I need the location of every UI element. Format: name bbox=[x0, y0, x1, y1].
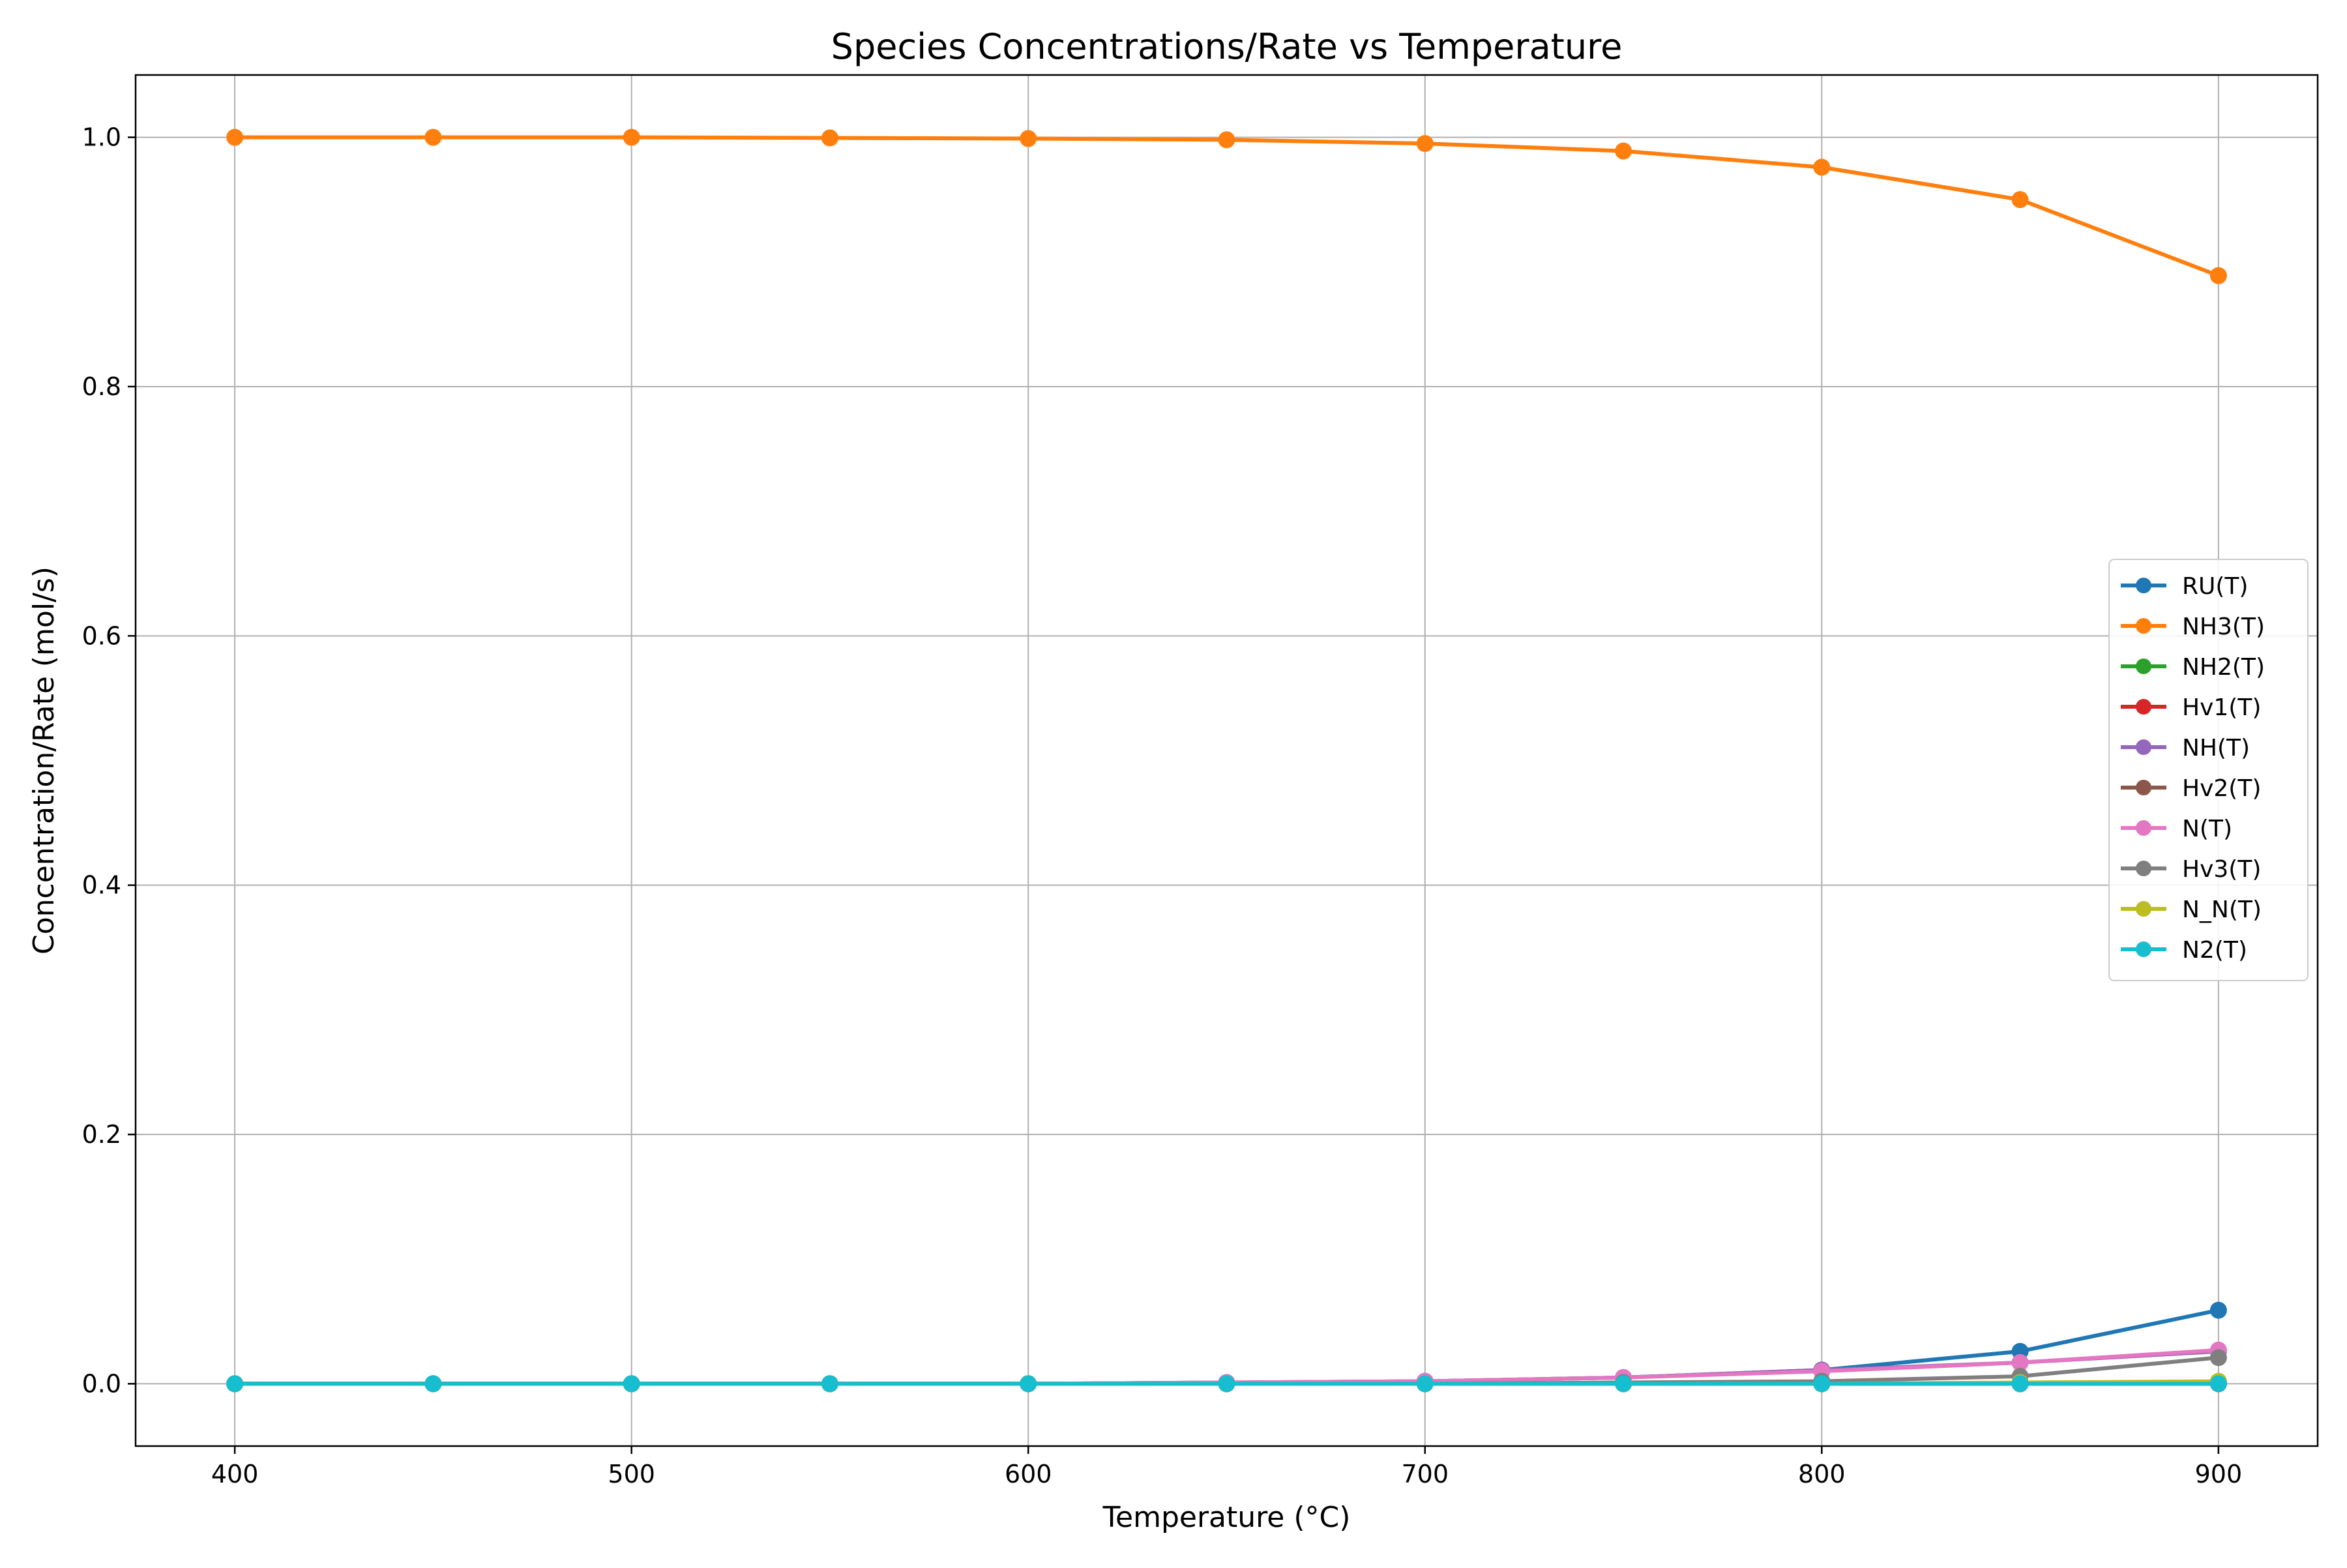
data-point-nh3-t bbox=[623, 128, 640, 146]
data-point-n2-t bbox=[623, 1375, 640, 1393]
y-tick-label: 0.6 bbox=[82, 621, 121, 650]
data-point-nh3-t bbox=[2209, 267, 2227, 284]
data-point-n2-t bbox=[1020, 1375, 1037, 1393]
legend-item-hv2-t: Hv2(T) bbox=[2121, 775, 2261, 802]
data-point-nh3-t bbox=[424, 128, 442, 146]
y-tick-label: 0.2 bbox=[82, 1120, 121, 1149]
data-point-nh3-t bbox=[226, 128, 244, 146]
legend-item-nh2-t: NH2(T) bbox=[2121, 654, 2265, 681]
legend-label: N(T) bbox=[2182, 816, 2232, 842]
x-tick-label: 500 bbox=[608, 1460, 655, 1488]
legend-swatch-marker bbox=[2136, 901, 2151, 917]
data-point-nh3-t bbox=[1416, 135, 1434, 153]
legend-swatch-marker bbox=[2136, 699, 2151, 715]
legend: RU(T) NH3(T) NH2(T) Hv1(T) NH(T) Hv2(T) N(T) Hv… bbox=[2108, 559, 2309, 981]
y-tick-label: 0.4 bbox=[82, 871, 121, 900]
legend-label: NH(T) bbox=[2182, 735, 2250, 762]
chart-title: Species Concentrations/Rate vs Temperatu… bbox=[831, 26, 1623, 67]
legend-swatch-marker bbox=[2136, 739, 2151, 755]
data-point-nh3-t bbox=[1813, 158, 1831, 176]
data-point-n-t bbox=[2011, 1354, 2029, 1371]
legend-label: N_N(T) bbox=[2182, 896, 2262, 923]
x-axis-label: Temperature (°C) bbox=[1102, 1501, 1351, 1534]
data-point-nh3-t bbox=[821, 129, 838, 147]
legend-swatch-marker bbox=[2136, 941, 2151, 957]
legend-label: Hv1(T) bbox=[2182, 694, 2261, 721]
y-tick-label: 0.8 bbox=[82, 372, 121, 401]
x-tick-label: 800 bbox=[1798, 1460, 1846, 1488]
x-tick-label: 600 bbox=[1005, 1460, 1052, 1488]
legend-label: Hv2(T) bbox=[2182, 775, 2261, 802]
legend-item-hv1-t: Hv1(T) bbox=[2121, 694, 2261, 721]
data-point-nh3-t bbox=[2011, 191, 2029, 209]
grid-lines bbox=[136, 75, 2318, 1446]
legend-item-hv3-t: Hv3(T) bbox=[2121, 856, 2261, 883]
series-line-nh3-t bbox=[235, 135, 2219, 278]
data-point-hv3-t bbox=[2209, 1349, 2227, 1367]
y-axis-label: Concentration/Rate (mol/s) bbox=[27, 567, 61, 954]
y-tick-label: 0.0 bbox=[82, 1369, 121, 1398]
x-tick-label: 400 bbox=[211, 1460, 259, 1488]
legend-label: N2(T) bbox=[2182, 937, 2247, 964]
series-line-ru-t bbox=[235, 1308, 2219, 1386]
legend-swatch-marker bbox=[2136, 820, 2151, 836]
legend-label: NH3(T) bbox=[2182, 614, 2265, 640]
data-point-n2-t bbox=[1218, 1375, 1235, 1393]
data-point-n2-t bbox=[821, 1375, 838, 1393]
plot-frame bbox=[134, 74, 2319, 1447]
data-point-n2-t bbox=[1416, 1375, 1434, 1393]
data-point-n2-t bbox=[226, 1375, 244, 1393]
y-tick-label: 1.0 bbox=[82, 123, 121, 152]
legend-item-nh3-t: NH3(T) bbox=[2121, 614, 2265, 640]
data-point-n2-t bbox=[2011, 1375, 2029, 1393]
legend-item-n-n-t: N_N(T) bbox=[2121, 896, 2262, 923]
legend-label: NH2(T) bbox=[2182, 654, 2265, 681]
legend-swatch-marker bbox=[2136, 618, 2151, 634]
data-point-n2-t bbox=[1615, 1375, 1632, 1393]
series-n2-t bbox=[226, 1375, 2227, 1393]
data-point-n2-t bbox=[2209, 1375, 2227, 1393]
legend-item-n-t: N(T) bbox=[2121, 816, 2232, 842]
data-point-ru-t bbox=[2209, 1301, 2227, 1319]
legend-item-n2-t: N2(T) bbox=[2121, 937, 2247, 964]
series-lines bbox=[226, 128, 2227, 1393]
legend-item-nh-t: NH(T) bbox=[2121, 735, 2250, 762]
series-nh3-t bbox=[226, 128, 2227, 284]
legend-swatch-marker bbox=[2136, 780, 2151, 795]
legend-label: Hv3(T) bbox=[2182, 856, 2261, 883]
data-point-nh3-t bbox=[1615, 142, 1632, 160]
legend-swatch-marker bbox=[2136, 861, 2151, 876]
legend-label: RU(T) bbox=[2182, 573, 2248, 600]
data-point-nh3-t bbox=[1020, 130, 1037, 147]
legend-swatch-marker bbox=[2136, 658, 2151, 674]
data-point-n2-t bbox=[424, 1375, 442, 1393]
legend-item-ru-t: RU(T) bbox=[2121, 573, 2248, 600]
axis-ticks: 400 500 600 700 800 900 0.0 0.2 0.4 0.6 0.8 1.0 bbox=[82, 123, 2243, 1488]
data-point-n2-t bbox=[1813, 1375, 1831, 1393]
x-tick-label: 900 bbox=[2195, 1460, 2243, 1488]
x-tick-label: 700 bbox=[1402, 1460, 1449, 1488]
data-point-nh3-t bbox=[1218, 131, 1235, 149]
legend-swatch-marker bbox=[2136, 578, 2151, 593]
